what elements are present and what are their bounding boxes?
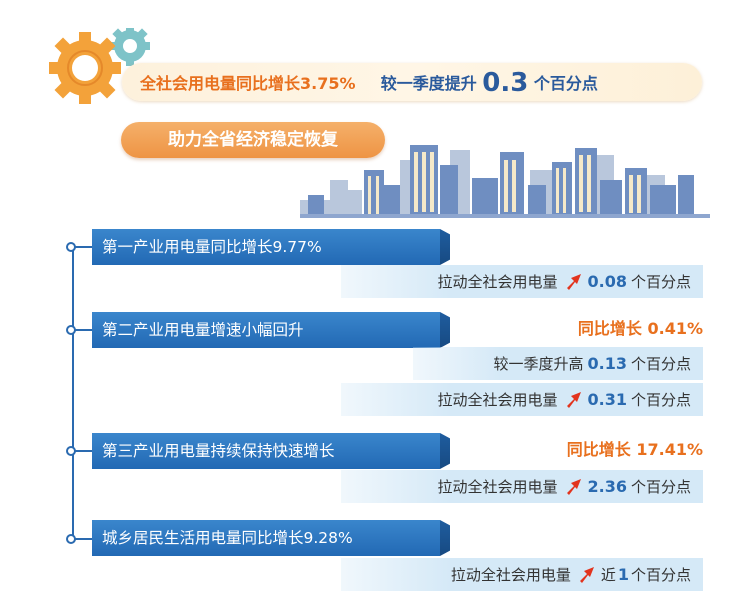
section-header-residential: 城乡居民生活用电量同比增长9.28%: [92, 520, 440, 556]
headline-mid: 较一季度提升: [380, 74, 477, 93]
section-header-secondary-industry: 第二产业用电量增速小幅回升: [92, 312, 440, 348]
row-value: 1: [617, 565, 629, 584]
up-arrow-icon: [566, 274, 581, 290]
row-label: 拉动全社会用电量: [450, 566, 571, 584]
row-unit: 个百分点: [630, 478, 691, 496]
city-skyline-icon: [300, 145, 710, 218]
up-arrow-icon: [566, 392, 581, 408]
tree-branch: [72, 450, 94, 452]
row-value: 0.08: [587, 272, 627, 291]
tree-branch: [72, 329, 94, 331]
up-arrow-icon: [566, 479, 581, 495]
row-label: 拉动全社会用电量: [437, 391, 558, 409]
row-unit: 个百分点: [630, 391, 691, 409]
tree-branch: [72, 538, 94, 540]
row-value: 0.31: [587, 390, 627, 409]
headline-prefix: 全社会用电量同比增长: [140, 74, 301, 93]
info-row: 拉动全社会用电量 0.31 个百分点: [341, 383, 703, 416]
headline-suffix: 个百分点: [533, 74, 598, 93]
tree-branch: [72, 246, 94, 248]
row-unit: 个百分点: [630, 273, 691, 291]
gear-icon: [49, 32, 121, 104]
tree-node: [66, 534, 76, 544]
up-arrow-icon: [579, 567, 594, 583]
headline-percent: 3.75%: [300, 74, 356, 93]
row-value-prefix: 近: [600, 566, 616, 584]
row-value: 0.13: [587, 354, 627, 373]
headline-text: 全社会用电量同比增长3.75% 较一季度提升 0.3 个百分点: [140, 66, 598, 100]
headline-big-number: 0.3: [482, 68, 529, 98]
tree-node: [66, 242, 76, 252]
section-header-tertiary-industry: 第三产业用电量持续保持快速增长: [92, 433, 440, 469]
info-row: 拉动全社会用电量 近 1 个百分点: [341, 558, 703, 591]
growth-highlight: 同比增长 17.41%: [566, 440, 703, 459]
row-unit: 个百分点: [630, 355, 691, 373]
gears-icon: [49, 28, 150, 104]
row-value: 2.36: [587, 477, 627, 496]
info-row: 拉动全社会用电量 0.08 个百分点: [341, 265, 703, 298]
section-header-primary-industry: 第一产业用电量同比增长9.77%: [92, 229, 440, 265]
headline-banner: [122, 63, 702, 101]
info-row: 较一季度升高 0.13 个百分点: [413, 347, 703, 380]
subtitle-pill: 助力全省经济稳定恢复: [121, 122, 385, 158]
row-label: 拉动全社会用电量: [437, 273, 558, 291]
tree-node: [66, 325, 76, 335]
row-label: 拉动全社会用电量: [437, 478, 558, 496]
gear-icon: [110, 28, 150, 66]
info-row: 拉动全社会用电量 2.36 个百分点: [341, 470, 703, 503]
tree-trunk: [72, 245, 74, 542]
tree-node: [66, 446, 76, 456]
growth-highlight: 同比增长 0.41%: [577, 319, 703, 338]
row-label: 较一季度升高: [493, 355, 584, 373]
row-unit: 个百分点: [630, 566, 691, 584]
